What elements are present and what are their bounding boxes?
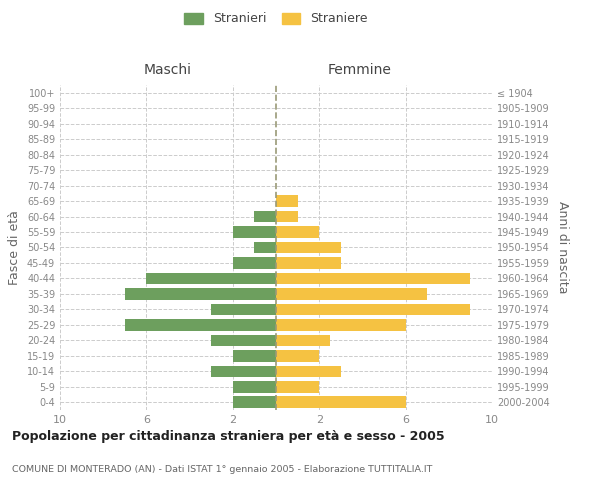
Bar [276,304,470,315]
Bar [211,366,276,377]
Text: Popolazione per cittadinanza straniera per età e sesso - 2005: Popolazione per cittadinanza straniera p… [12,430,445,443]
Bar [254,242,276,254]
Bar [233,226,276,238]
Bar [276,196,298,207]
Legend: Stranieri, Straniere: Stranieri, Straniere [181,8,371,29]
Text: Femmine: Femmine [328,64,392,78]
Text: Maschi: Maschi [144,64,192,78]
Bar [276,288,427,300]
Bar [125,319,276,330]
Bar [276,366,341,377]
Y-axis label: Fasce di età: Fasce di età [8,210,21,285]
Bar [211,304,276,315]
Bar [233,396,276,408]
Bar [276,210,298,222]
Bar [276,381,319,392]
Bar [276,350,319,362]
Bar [146,272,276,284]
Bar [233,381,276,392]
Bar [276,396,406,408]
Bar [211,334,276,346]
Bar [233,350,276,362]
Bar [125,288,276,300]
Bar [276,257,341,269]
Bar [233,257,276,269]
Bar [276,226,319,238]
Bar [276,334,330,346]
Bar [276,272,470,284]
Y-axis label: Anni di nascita: Anni di nascita [556,201,569,294]
Bar [276,242,341,254]
Bar [254,210,276,222]
Text: COMUNE DI MONTERADO (AN) - Dati ISTAT 1° gennaio 2005 - Elaborazione TUTTITALIA.: COMUNE DI MONTERADO (AN) - Dati ISTAT 1°… [12,465,433,474]
Bar [276,319,406,330]
